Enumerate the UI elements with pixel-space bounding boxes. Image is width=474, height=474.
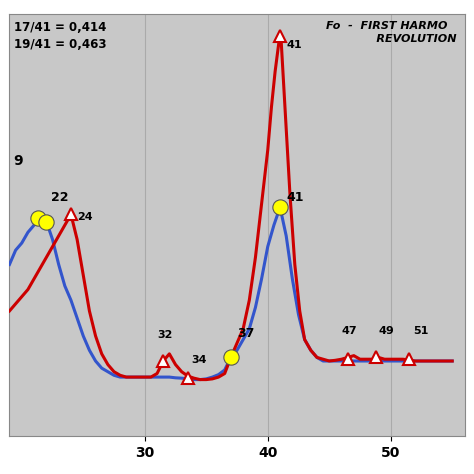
Text: 49: 49 [378,326,394,336]
Text: 41: 41 [286,191,304,204]
Text: 34: 34 [191,355,207,365]
Text: 41: 41 [286,40,302,50]
Text: 24: 24 [77,211,93,221]
Text: 32: 32 [157,329,173,339]
Text: 51: 51 [413,326,428,336]
Text: 47: 47 [342,326,357,336]
Text: 9: 9 [13,154,23,168]
Text: 22: 22 [51,191,69,204]
Text: Fo  -  FIRST HARMO
             REVOLUTION: Fo - FIRST HARMO REVOLUTION [326,20,456,44]
Text: 37: 37 [237,327,255,339]
Text: 17/41 = 0,414
19/41 = 0,463: 17/41 = 0,414 19/41 = 0,463 [14,20,107,51]
